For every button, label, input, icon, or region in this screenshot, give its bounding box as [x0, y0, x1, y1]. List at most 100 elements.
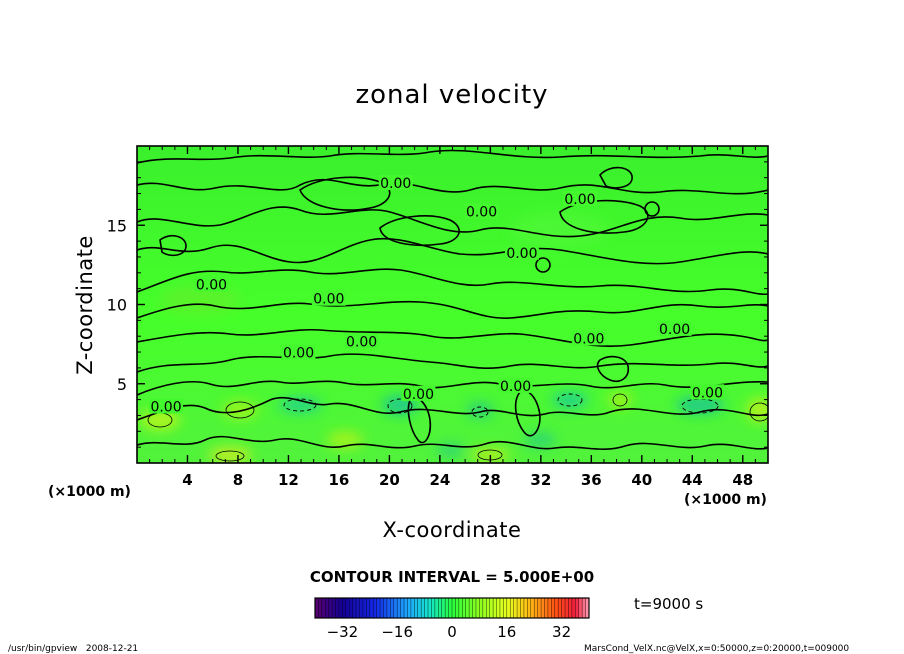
colorbar-cell-37	[441, 598, 446, 618]
colorbar-cell-63	[530, 598, 535, 618]
contour-label-bg-7	[657, 320, 692, 336]
colorbar-cell-53	[496, 598, 501, 618]
colorbar-cell-61	[523, 598, 528, 618]
contour-label-6: 0.00	[573, 331, 604, 347]
colorbar-cell-11	[352, 598, 357, 618]
contour-label-bg-11	[401, 385, 436, 401]
colorbar-cell-9	[345, 598, 350, 618]
contour-label-bg-12	[690, 384, 725, 400]
colorbar-cell-23	[393, 598, 398, 618]
colorbar-cell-56	[506, 598, 511, 618]
contour-label-5: 0.00	[313, 292, 344, 308]
colorbar-cell-72	[561, 598, 566, 618]
colorbar-tick-label-3: 16	[497, 623, 516, 641]
colorbar-cell-8	[342, 598, 347, 618]
colorbar-cell-6	[335, 598, 340, 618]
contour-label-bg-4	[194, 276, 229, 292]
colorbar-cell-52	[493, 598, 497, 618]
colorbar-cell-12	[356, 598, 360, 618]
x-unit-right: (×1000 m)	[684, 492, 767, 508]
colorbar-cell-38	[445, 598, 449, 618]
colorbar-frame	[314, 597, 590, 619]
x-tick-label-0: 4	[182, 471, 192, 489]
x-tick-label-7: 32	[530, 471, 551, 489]
contour-label-1: 0.00	[466, 205, 497, 221]
x-tick-label-11: 48	[732, 471, 753, 489]
y-axis-label: Z-coordinate	[73, 235, 97, 375]
colorbar-cell-73	[565, 598, 569, 618]
colorbar-cell-26	[404, 598, 408, 618]
contour-label-bg-9	[281, 344, 316, 360]
colorbar-cell-54	[499, 598, 504, 618]
colorbar-cell-4	[328, 598, 333, 618]
contour-label-11: 0.00	[403, 387, 434, 403]
colorbar-cell-59	[517, 598, 521, 618]
colorbar-cell-65	[537, 598, 542, 618]
colorbar-cell-16	[369, 598, 374, 618]
colorbar-cell-31	[421, 598, 425, 618]
colorbar-cell-50	[486, 598, 491, 618]
contour-label-bg-6	[571, 330, 606, 346]
colorbar-cell-42	[458, 598, 463, 618]
footer-left: /usr/bin/gpview 2008-12-21	[8, 644, 138, 654]
contour-label-13: 0.00	[150, 400, 181, 416]
colorbar-cell-51	[489, 598, 494, 618]
colorbar-cell-76	[575, 598, 580, 618]
colorbar-tick-label-0: −32	[327, 623, 359, 641]
colorbar-cell-40	[452, 598, 456, 618]
colorbar-cell-64	[534, 598, 539, 618]
colorbar-cell-74	[568, 598, 573, 618]
colorbar-cell-17	[373, 598, 378, 618]
colorbar-cell-77	[578, 598, 583, 618]
colorbar-cell-0	[315, 598, 319, 618]
colorbar-cell-47	[475, 598, 480, 618]
x-tick-label-10: 44	[682, 471, 703, 489]
colorbar-cell-10	[349, 598, 354, 618]
colorbar-cell-29	[414, 598, 419, 618]
contour-labels: 0.00 0.00 0.00 0.00 0.00 0.00 0.00 0.00 0.00 0.00…	[149, 175, 725, 416]
y-tick-label-0: 5	[117, 375, 127, 394]
x-tick-label-8: 36	[581, 471, 602, 489]
colorbar-cell-66	[541, 598, 545, 618]
contour-label-2: 0.00	[564, 192, 595, 208]
contour-label-3: 0.00	[506, 246, 537, 262]
contour-label-bg-3	[504, 244, 539, 260]
colorbar-cell-33	[428, 598, 432, 618]
colorbar-cell-57	[510, 598, 515, 618]
chart-title: zonal velocity	[355, 80, 548, 110]
time-label: t=9000 s	[634, 595, 703, 613]
colorbar-cell-21	[386, 598, 391, 618]
contour-label-12: 0.00	[692, 385, 723, 401]
contour-lines	[137, 149, 768, 450]
colorbar: −32 −16 0 16 32	[314, 597, 590, 641]
x-tick-label-9: 40	[631, 471, 652, 489]
x-axis-label: X-coordinate	[383, 518, 522, 542]
colorbar-cell-78	[582, 598, 586, 618]
colorbar-cell-69	[551, 598, 556, 618]
contour-label-bg-10	[498, 377, 533, 393]
contour-label-bg-2	[562, 190, 597, 206]
x-tick-label-1: 8	[233, 471, 243, 489]
footer-right: MarsCond_VelX.nc@VelX,x=0:50000,z=0:2000…	[584, 644, 849, 654]
contour-label-7: 0.00	[659, 322, 690, 338]
colorbar-cell-62	[527, 598, 532, 618]
colorbar-cell-30	[417, 598, 422, 618]
y-tick-label-2: 15	[107, 216, 127, 235]
colorbar-cell-48	[479, 598, 484, 618]
contour-label-bg-5	[311, 290, 346, 306]
colorbar-cell-15	[366, 598, 371, 618]
x-unit-left: (×1000 m)	[48, 484, 131, 500]
y-axis: 5 10 15	[107, 161, 768, 448]
colorbar-cell-34	[431, 598, 436, 618]
colorbar-cell-68	[547, 598, 552, 618]
colorbar-cell-60	[520, 598, 525, 618]
contour-label-4: 0.00	[196, 277, 227, 293]
colorbar-cell-79	[585, 598, 590, 618]
colorbar-cell-70	[554, 598, 559, 618]
colorbar-cell-25	[400, 598, 405, 618]
colorbar-cell-7	[338, 598, 343, 618]
plot-area: 0.00 0.00 0.00 0.00 0.00 0.00 0.00 0.00 0.00 0.00…	[137, 146, 768, 463]
contour-label-8: 0.00	[346, 335, 377, 351]
x-tick-label-5: 24	[429, 471, 450, 489]
